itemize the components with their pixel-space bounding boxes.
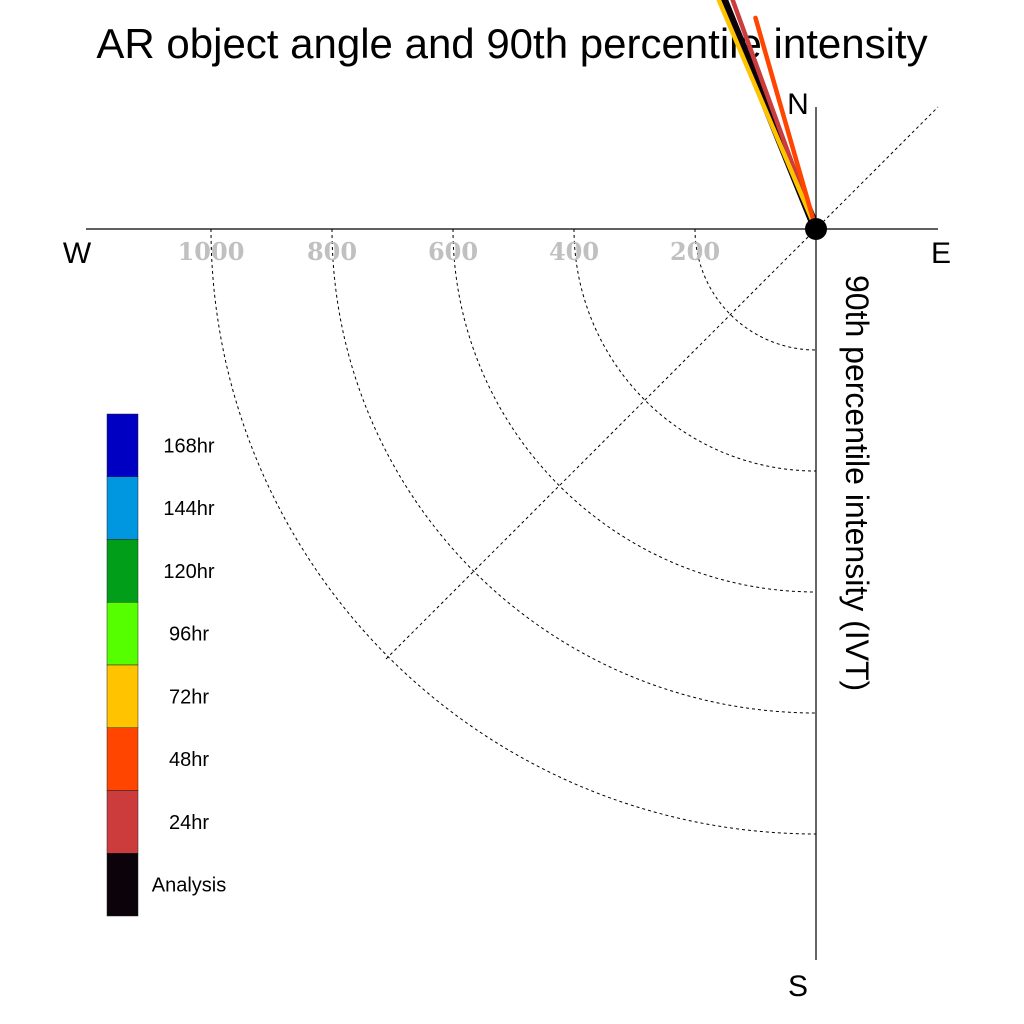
legend-label: 72hr [169, 686, 209, 708]
legend-label: Analysis [152, 875, 226, 897]
legend: 168hr 144hr 120hr 96hr 72hr 48hr 24hr Analysis [106, 413, 226, 917]
tick-label: 800 [307, 237, 357, 266]
legend-swatch-168hr [106, 413, 139, 477]
grid-ring-600 [452, 228, 817, 593]
tick-label: 1000 [178, 237, 245, 266]
grid-ring-400 [573, 228, 817, 472]
grid-ring-800 [331, 228, 817, 714]
tick-label: 400 [549, 237, 599, 266]
grid-ring-1000 [210, 228, 817, 835]
legend-label: 168hr [163, 435, 214, 457]
tick-label: 600 [428, 237, 478, 266]
legend-label: 96hr [169, 624, 209, 646]
chart-title: AR object angle and 90th percentile inte… [96, 20, 927, 67]
legend-label: 48hr [169, 749, 209, 771]
compass-e: E [931, 237, 951, 270]
grid-ring-200 [694, 228, 817, 351]
vector-series [716, 0, 821, 234]
legend-swatch-96hr [106, 602, 139, 666]
diagonal-guide [385, 106, 939, 660]
vector-24hr [730, 0, 819, 232]
tick-label: 200 [670, 237, 720, 266]
legend-swatch-144hr [106, 476, 139, 540]
tick-labels: 1000 800 600 400 200 [178, 237, 720, 266]
legend-label: 120hr [163, 561, 214, 583]
legend-label: 144hr [163, 498, 214, 520]
legend-swatch-72hr [106, 664, 139, 728]
legend-label: 24hr [169, 812, 209, 834]
legend-swatch-24hr [106, 790, 139, 854]
compass-s: S [788, 970, 808, 1003]
vector-48hr [753, 15, 819, 232]
legend-swatch-analysis [106, 853, 139, 917]
legend-swatch-48hr [106, 727, 139, 791]
polar-grid [210, 228, 817, 835]
compass-w: W [63, 237, 92, 270]
vector-72hr [716, 0, 819, 232]
legend-swatch-120hr [106, 539, 139, 603]
compass-n: N [787, 88, 809, 121]
y-axis-label: 90th percentile intensity (IVT) [839, 275, 875, 691]
origin-marker [805, 218, 827, 240]
